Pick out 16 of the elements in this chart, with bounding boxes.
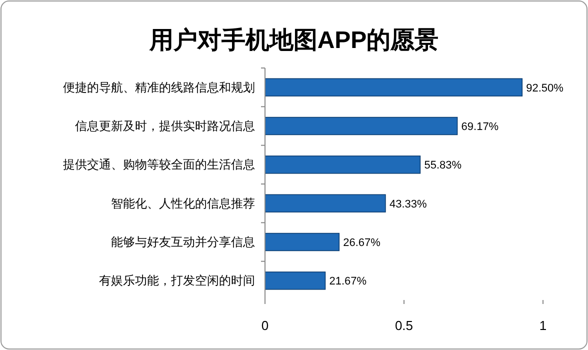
y-tick-label: 提供交通、购物等较全面的生活信息 [63, 158, 255, 172]
y-tick-label: 智能化、人性化的信息推荐 [111, 196, 255, 210]
chart-title: 用户对手机地图APP的愿景 [148, 27, 439, 54]
data-label: 26.67% [343, 237, 381, 249]
data-label: 55.83% [424, 160, 462, 172]
x-tick-label: 0 [261, 318, 269, 333]
data-label: 92.50% [526, 82, 564, 94]
x-tick-label: 1 [539, 318, 547, 333]
data-label: 69.17% [461, 121, 499, 133]
data-label: 21.67% [329, 276, 367, 288]
x-tick-label: 0.5 [394, 318, 414, 333]
y-tick-label: 有娱乐功能，打发空闲的时间 [99, 274, 255, 288]
data-label: 43.33% [389, 198, 427, 210]
y-tick-label: 能够与好友互动并分享信息 [111, 235, 255, 249]
y-tick-label: 信息更新及时，提供实时路况信息 [75, 119, 255, 133]
y-tick-label: 便捷的导航、精准的线路信息和规划 [63, 80, 255, 94]
